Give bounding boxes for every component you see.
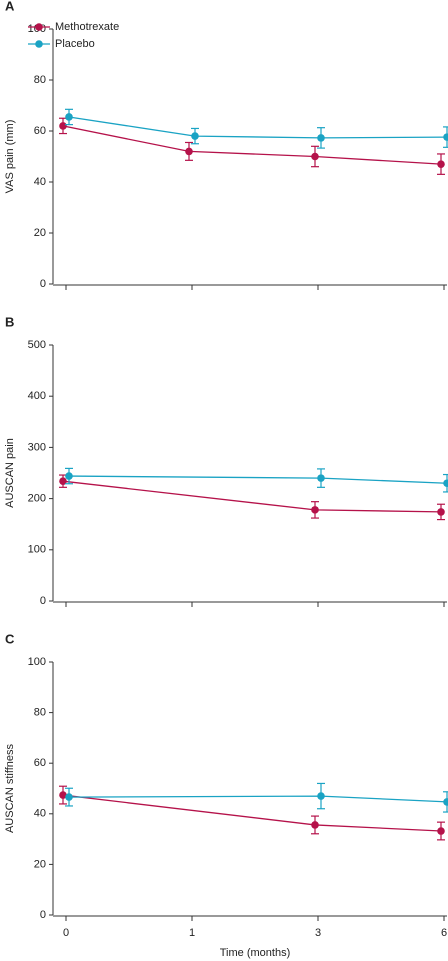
legend-label: Placebo bbox=[55, 38, 95, 50]
y-tick-label: 80 bbox=[34, 707, 46, 719]
panel-label: A bbox=[5, 0, 15, 13]
legend-label: Methotrexate bbox=[55, 21, 119, 33]
data-point bbox=[311, 506, 319, 514]
y-axis-label: AUSCAN stiffness bbox=[4, 743, 16, 833]
data-point bbox=[437, 508, 445, 516]
series-line bbox=[68, 116, 448, 139]
data-point bbox=[59, 791, 67, 799]
data-point bbox=[437, 160, 445, 168]
data-point bbox=[443, 133, 448, 141]
data-point bbox=[59, 477, 67, 485]
y-tick-label: 20 bbox=[34, 227, 46, 239]
data-point bbox=[437, 827, 445, 835]
series-line bbox=[68, 475, 448, 484]
y-tick-label: 0 bbox=[40, 909, 46, 921]
y-axis-label: VAS pain (mm) bbox=[4, 120, 16, 194]
data-point bbox=[311, 152, 319, 161]
data-point bbox=[317, 134, 325, 142]
data-point bbox=[185, 147, 193, 156]
data-point bbox=[443, 798, 448, 806]
y-tick-label: 40 bbox=[34, 176, 46, 188]
y-tick-label: 300 bbox=[28, 441, 46, 453]
x-tick-label: 0 bbox=[63, 927, 69, 939]
data-point bbox=[317, 474, 325, 482]
y-tick-label: 40 bbox=[34, 808, 46, 820]
y-tick-label: 100 bbox=[28, 656, 46, 668]
y-tick-label: 200 bbox=[28, 493, 46, 505]
y-tick-label: 500 bbox=[28, 339, 46, 351]
x-tick-label: 1 bbox=[189, 927, 195, 939]
y-tick-label: 60 bbox=[34, 757, 46, 769]
data-point bbox=[65, 113, 73, 121]
y-tick-label: 80 bbox=[34, 74, 46, 86]
y-tick-label: 100 bbox=[28, 544, 46, 556]
panel-label: B bbox=[5, 314, 14, 329]
legend-marker bbox=[35, 23, 43, 31]
panel-label: C bbox=[5, 631, 15, 646]
x-tick-label: 3 bbox=[315, 927, 321, 939]
data-point bbox=[191, 132, 199, 140]
data-point bbox=[443, 479, 448, 488]
y-tick-label: 400 bbox=[28, 390, 46, 402]
series-line bbox=[62, 480, 442, 513]
data-point bbox=[65, 472, 73, 480]
data-point bbox=[65, 793, 73, 801]
y-tick-label: 20 bbox=[34, 858, 46, 870]
y-tick-label: 60 bbox=[34, 125, 46, 137]
series-line bbox=[68, 795, 448, 803]
x-tick-label: 6 bbox=[441, 927, 447, 939]
y-axis-label: AUSCAN pain bbox=[4, 438, 16, 508]
x-axis-label: Time (months) bbox=[220, 947, 291, 959]
series-line bbox=[62, 794, 442, 832]
y-tick-label: 0 bbox=[40, 595, 46, 607]
legend-marker bbox=[35, 40, 43, 48]
y-tick-label: 0 bbox=[40, 278, 46, 290]
data-point bbox=[59, 122, 67, 130]
series-line bbox=[62, 125, 442, 165]
data-point bbox=[317, 792, 325, 800]
data-point bbox=[311, 821, 319, 829]
